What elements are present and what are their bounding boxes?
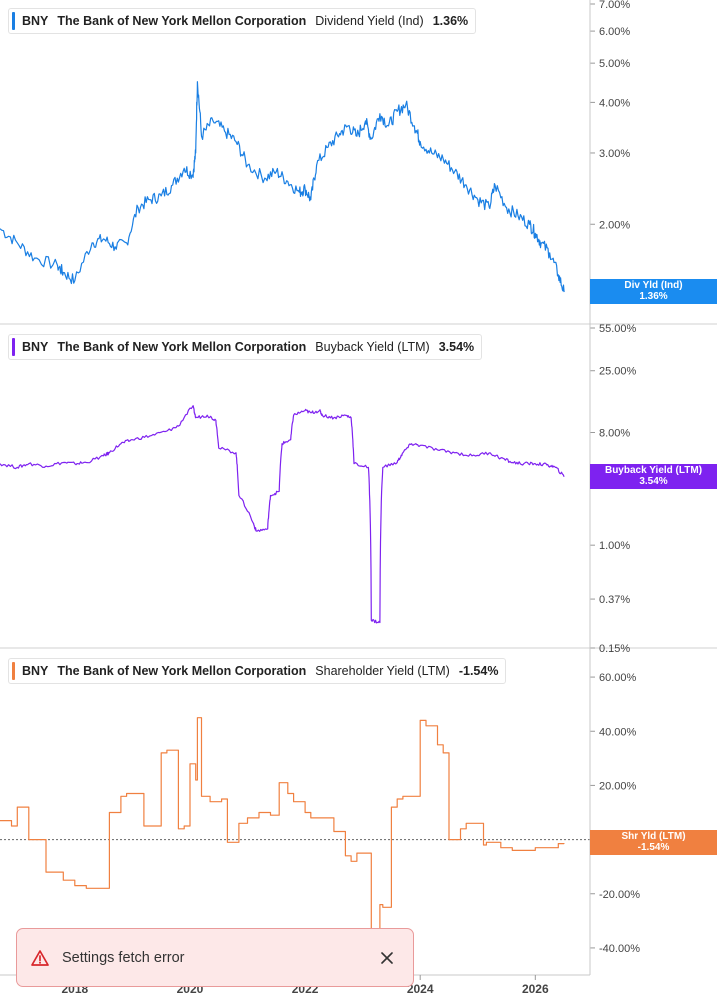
series-layer [0, 81, 565, 971]
error-toast: Settings fetch error [16, 928, 414, 987]
x-tick-label: 2026 [522, 982, 549, 996]
x-tick-label: 2024 [407, 982, 434, 996]
y-tick-label: -40.00% [599, 943, 640, 955]
close-icon[interactable] [377, 948, 397, 968]
y-tick-label: 0.37% [599, 594, 630, 606]
tag-value: 1.36% [639, 290, 668, 302]
tag-value: 3.54% [639, 475, 668, 487]
y-tick-label: 55.00% [599, 323, 637, 335]
legend-buyback-yield[interactable]: BNY The Bank of New York Mellon Corporat… [8, 334, 483, 360]
legend-metric: Dividend Yield (Ind) [315, 14, 424, 28]
value-tag-buyback-yield: Buyback Yield (LTM) 3.54% [590, 464, 717, 489]
legend-metric: Buyback Yield (LTM) [315, 340, 430, 354]
y-tick-label: 4.00% [599, 97, 630, 109]
axis-layer: 7.00% 6.00% 5.00% 4.00% 3.00% 2.00% 55.00% 25.0… [0, 0, 640, 996]
y-tick-label: 6.00% [599, 26, 630, 38]
series-color-swatch [12, 662, 15, 680]
series-line-0 [0, 81, 565, 293]
legend-company: The Bank of New York Mellon Corporation [57, 664, 307, 678]
y-tick-label: 20.00% [599, 780, 637, 792]
tag-name: Shr Yld (LTM) [621, 831, 686, 842]
y-tick-label: 2.00% [599, 219, 630, 231]
series-line-2 [0, 717, 565, 971]
legend-ticker: BNY [22, 14, 49, 28]
legend-company: The Bank of New York Mellon Corporation [57, 340, 307, 354]
value-tag-shareholder-yield: Shr Yld (LTM) -1.54% [590, 830, 717, 855]
y-tick-label: 60.00% [599, 672, 637, 684]
tag-name: Buyback Yield (LTM) [604, 465, 703, 476]
legend-shareholder-yield[interactable]: BNY The Bank of New York Mellon Corporat… [8, 658, 507, 684]
tag-value: -1.54% [637, 841, 670, 853]
legend-value: 1.36% [432, 14, 469, 28]
legend-ticker: BNY [22, 340, 49, 354]
y-tick-label: 40.00% [599, 726, 637, 738]
grid-layer [0, 323, 717, 841]
series-color-swatch [12, 338, 15, 356]
value-tag-dividend-yield: Div Yld (Ind) 1.36% [590, 279, 717, 304]
series-color-swatch [12, 12, 15, 30]
y-tick-label: -20.00% [599, 889, 640, 901]
legend-company: The Bank of New York Mellon Corporation [57, 14, 307, 28]
y-tick-label: 0.15% [599, 643, 630, 655]
y-tick-label: 25.00% [599, 366, 637, 378]
warning-triangle-icon [31, 949, 49, 967]
y-tick-label: 5.00% [599, 58, 630, 70]
series-line-1 [0, 405, 565, 624]
legend-metric: Shareholder Yield (LTM) [315, 664, 450, 678]
legend-value: -1.54% [458, 664, 499, 678]
y-tick-label: 3.00% [599, 148, 630, 160]
legend-value: 3.54% [438, 340, 475, 354]
legend-dividend-yield[interactable]: BNY The Bank of New York Mellon Corporat… [8, 8, 477, 34]
toast-message: Settings fetch error [62, 949, 185, 966]
y-tick-label: 7.00% [599, 0, 630, 11]
legend-ticker: BNY [22, 664, 49, 678]
tag-name: Div Yld (Ind) [624, 280, 683, 291]
y-tick-label: 8.00% [599, 427, 630, 439]
y-tick-label: 1.00% [599, 540, 630, 552]
